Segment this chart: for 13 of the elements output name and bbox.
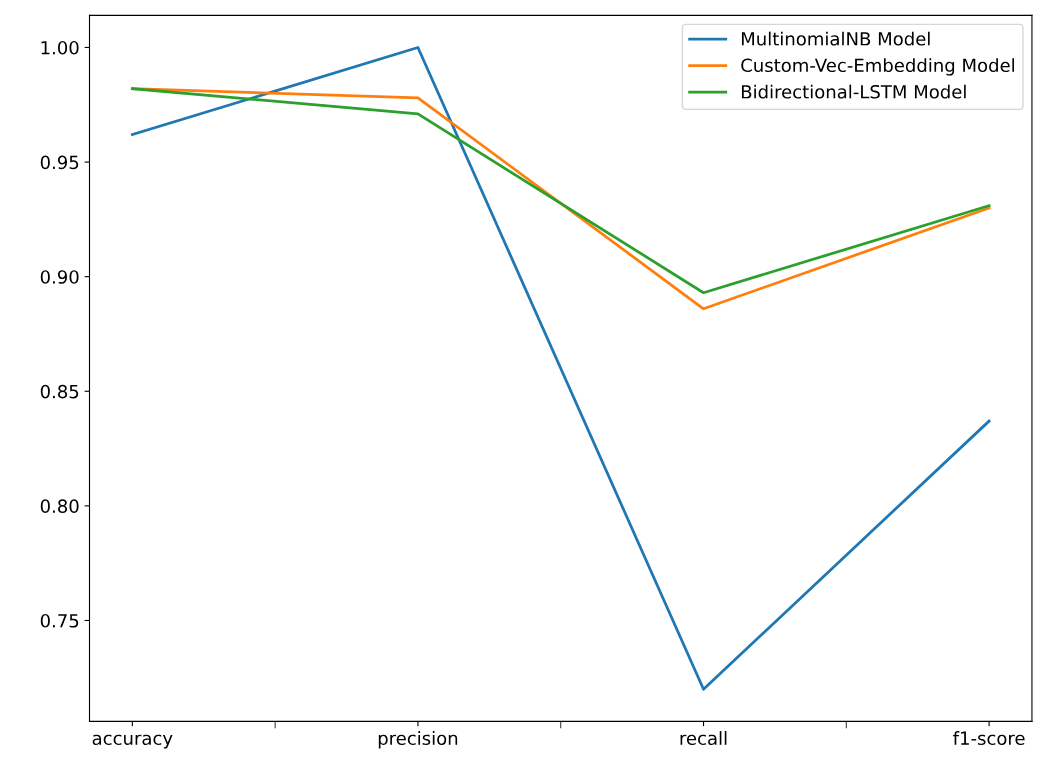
y-tick-label: 0.75 [40, 613, 79, 628]
x-tick-label: f1-score [953, 731, 1025, 746]
legend-label: Custom-Vec-Embedding Model [741, 58, 1014, 76]
x-tick-label: accuracy [92, 734, 173, 749]
y-tick-label: 0.85 [40, 384, 79, 399]
y-tick-label: 0.95 [40, 155, 79, 170]
legend-label: Bidirectional-LSTM Model [741, 84, 966, 99]
legend-label: MultinomialNB Model [741, 31, 930, 46]
y-tick-label: 0.90 [40, 270, 79, 284]
x-tick-label: recall [680, 731, 727, 746]
x-tick-label: precision [378, 731, 458, 749]
y-tick-label: 1.00 [41, 40, 79, 55]
y-tick-label: 0.80 [40, 499, 79, 513]
